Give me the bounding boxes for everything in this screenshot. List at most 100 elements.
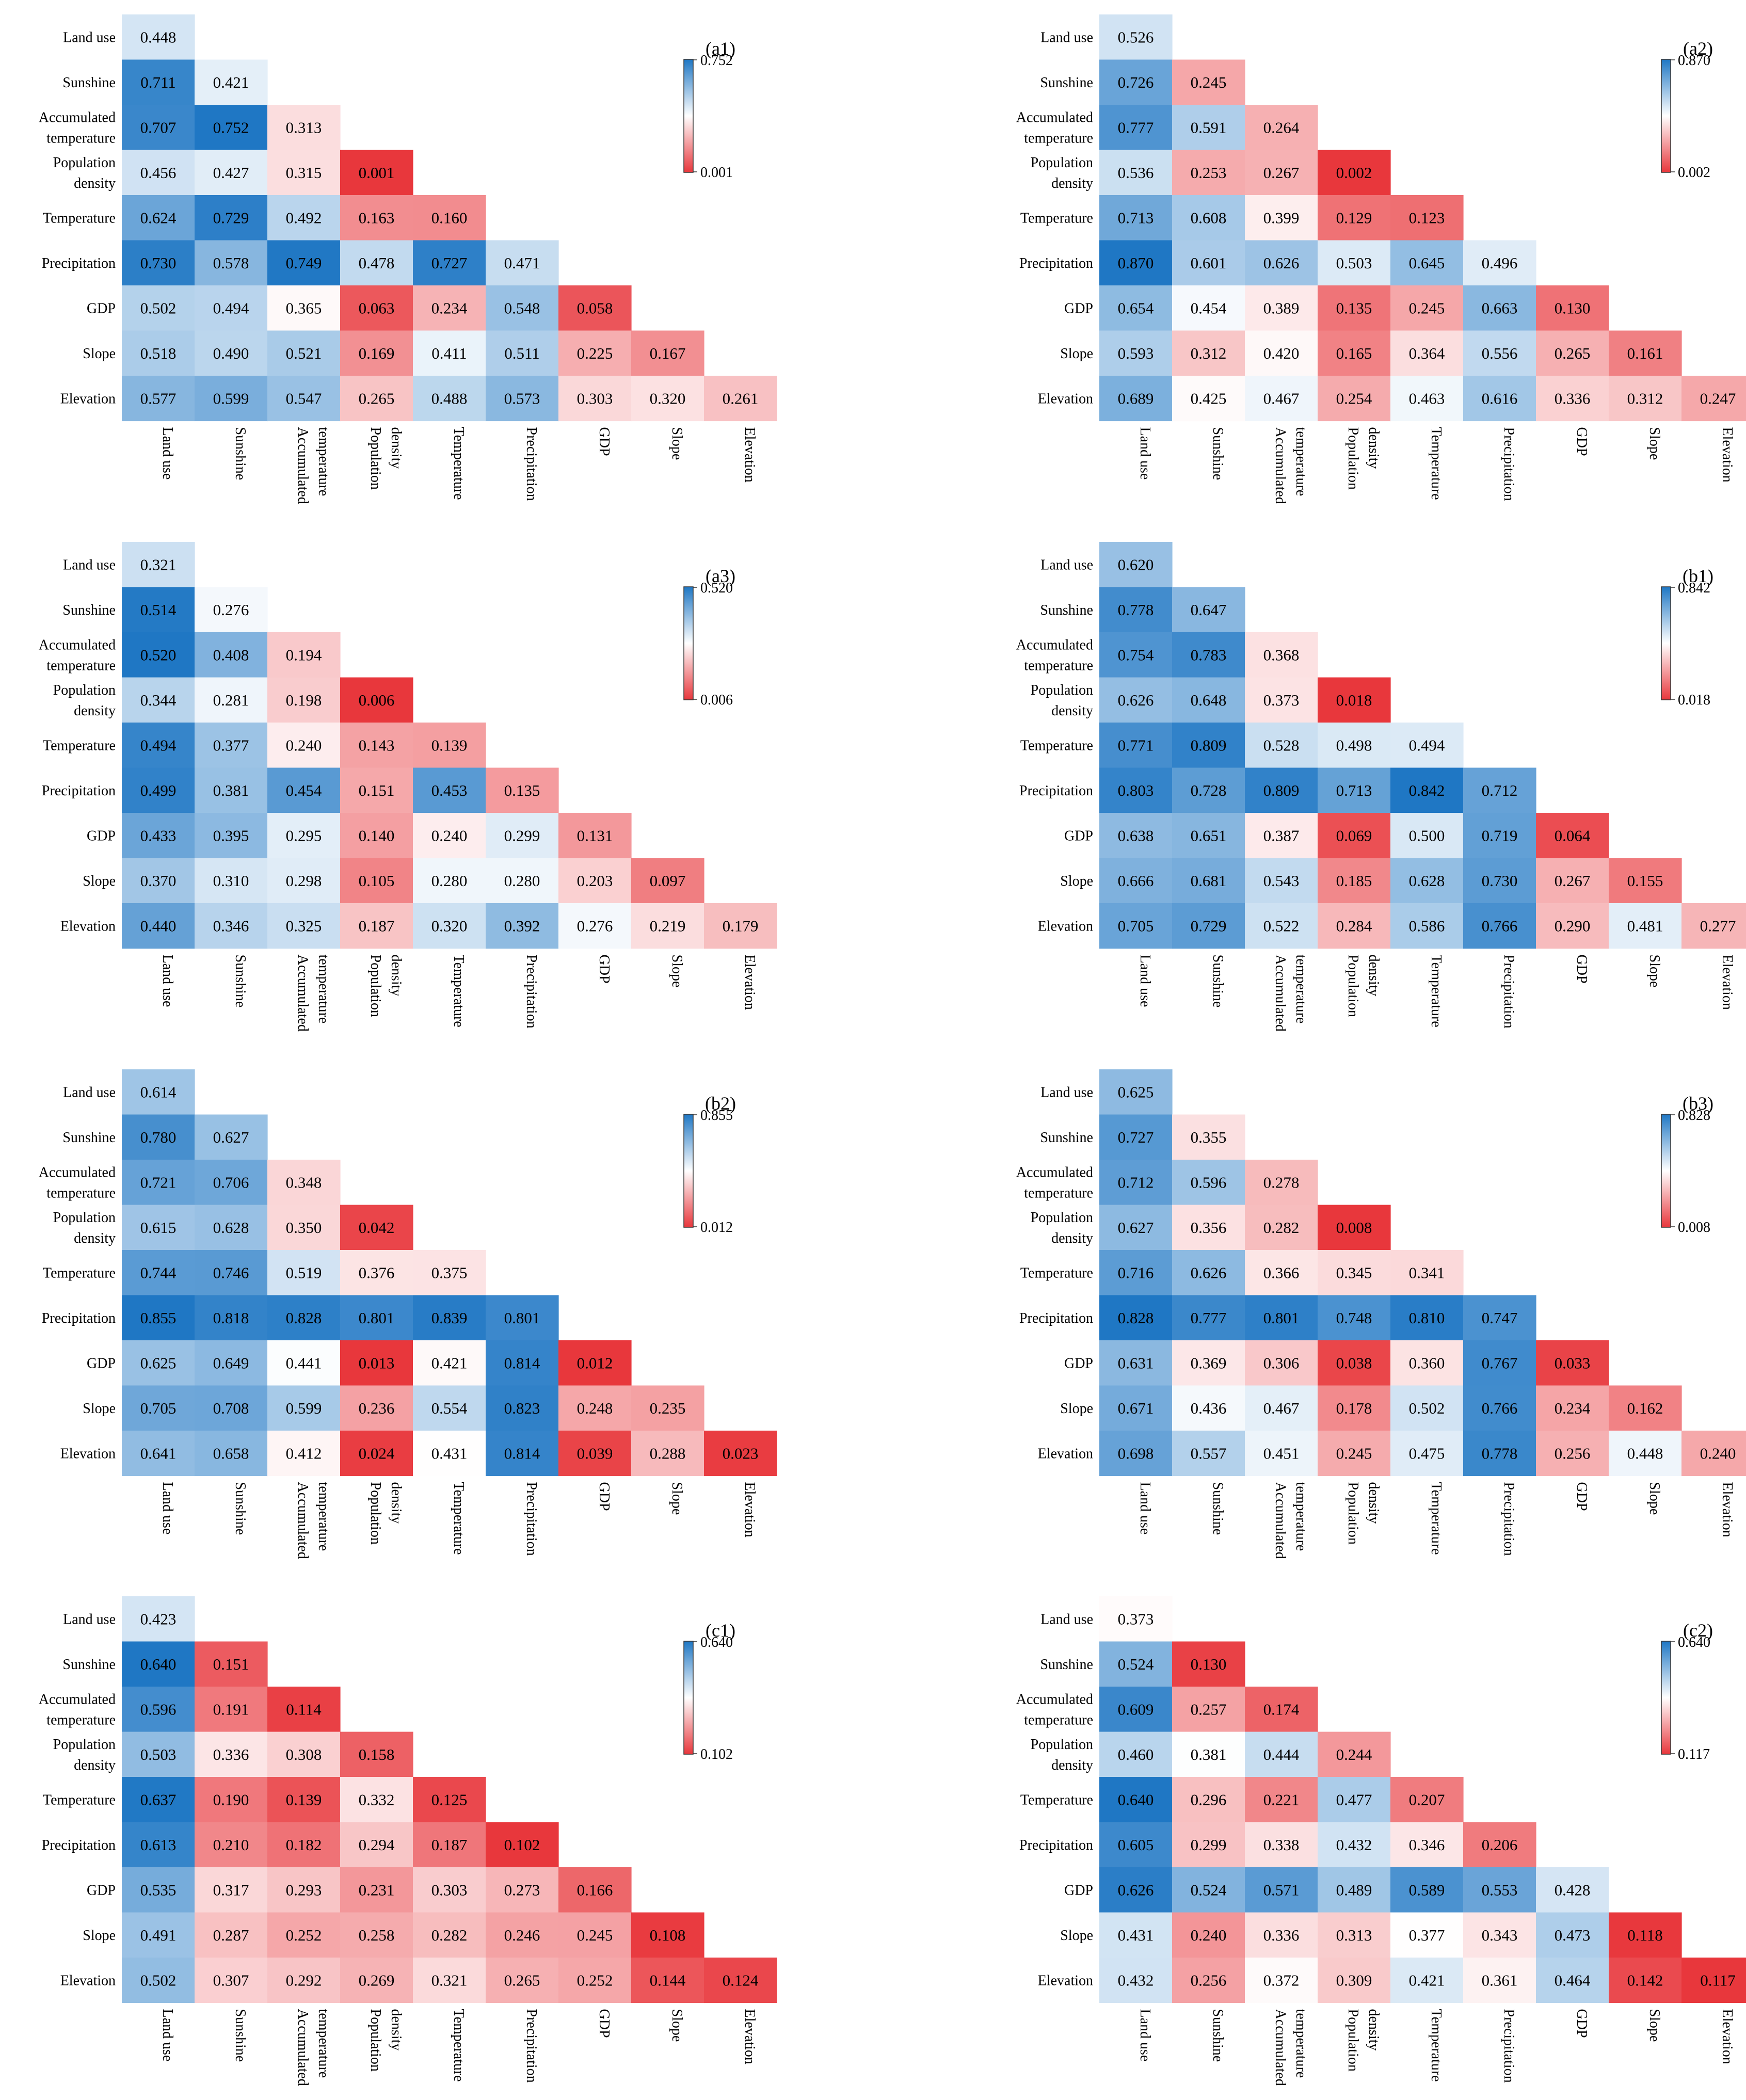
cell-value: 0.264 [1263, 118, 1300, 136]
cell-value: 0.638 [1118, 826, 1154, 844]
panel-b1: 0.620 0.778 0.647 0.754 0.783 0.368 0.626 0.648… [1016, 542, 1746, 1032]
cell-value: 0.280 [431, 872, 468, 890]
cell-value: 0.105 [359, 872, 395, 890]
heatmap-cell [340, 1385, 413, 1431]
cell-value: 0.640 [1118, 1790, 1154, 1808]
cell-value: 0.265 [504, 1971, 540, 1989]
cell-value: 0.649 [213, 1354, 249, 1372]
cell-value: 0.348 [286, 1173, 322, 1191]
cell-value: 0.780 [140, 1128, 177, 1146]
cell-value: 0.336 [1555, 389, 1591, 407]
cell-value: 0.698 [1118, 1444, 1154, 1462]
heatmap-cell [340, 285, 413, 331]
heatmap-cell [1245, 1958, 1318, 2003]
row-label: GDP [1064, 1882, 1093, 1898]
heatmap-cell [122, 1431, 195, 1477]
column-label: Population density [367, 2009, 404, 2072]
heatmap-cell [558, 1958, 632, 2003]
cell-value: 0.252 [577, 1971, 613, 1989]
cell-value: 0.355 [1191, 1128, 1227, 1146]
cell-value: 0.278 [1263, 1173, 1300, 1191]
cell-value: 0.801 [1263, 1309, 1300, 1327]
heatmap-cell [1245, 767, 1318, 813]
heatmap-cell [558, 903, 632, 949]
cell-value: 0.350 [286, 1219, 322, 1237]
cell-value: 0.814 [504, 1444, 540, 1462]
heatmap-cell [267, 1822, 341, 1868]
cell-value: 0.748 [1336, 1309, 1372, 1327]
heatmap-cell [1099, 1867, 1173, 1913]
panel-label: (a1) [706, 38, 735, 59]
heatmap-cell [1099, 858, 1173, 904]
heatmap-cell [122, 587, 195, 633]
cell-value: 0.771 [1118, 736, 1154, 754]
column-label: Land use [159, 2009, 175, 2062]
column-label: Accumulated temperature [1272, 427, 1309, 504]
cell-value: 0.346 [1409, 1836, 1445, 1854]
heatmap-cell [122, 542, 195, 588]
heatmap-cell [1245, 376, 1318, 422]
row-label: Elevation [60, 391, 116, 407]
cell-value: 0.338 [1263, 1836, 1300, 1854]
cell-value: 0.317 [213, 1881, 249, 1899]
heatmap-cell [1099, 542, 1173, 588]
heatmap-cell [413, 1250, 486, 1296]
heatmap-cell [122, 1641, 195, 1687]
row-label: Elevation [1038, 918, 1093, 934]
cell-value: 0.441 [286, 1354, 322, 1372]
column-label: GDP [1574, 2009, 1590, 2038]
column-label: Sunshine [1210, 427, 1226, 480]
row-label: Temperature [1020, 210, 1093, 226]
colorbar-max-label: 0.842 [1678, 580, 1710, 596]
heatmap-cell [1099, 587, 1173, 633]
panel-label: (b3) [1683, 1093, 1713, 1114]
cell-value: 0.427 [213, 164, 249, 182]
row-label: Land use [63, 557, 116, 573]
heatmap-cell [1099, 1822, 1173, 1868]
cell-value: 0.399 [1263, 209, 1300, 227]
row-label: Land use [1040, 557, 1093, 573]
cell-value: 0.303 [431, 1881, 468, 1899]
cell-value: 0.360 [1409, 1354, 1445, 1372]
heatmap-cell [195, 1340, 268, 1386]
heatmap-cell [267, 723, 341, 768]
row-label: Precipitation [1019, 783, 1093, 799]
heatmap-cell [486, 858, 559, 904]
colorbar-min-label: 0.012 [700, 1220, 733, 1236]
heatmap-cell [340, 677, 413, 723]
heatmap-cell [1390, 330, 1464, 376]
heatmap-cell [1609, 330, 1682, 376]
heatmap-cell [1609, 376, 1682, 422]
heatmap-cell [1172, 723, 1245, 768]
heatmap-cell [122, 1160, 195, 1206]
heatmap-cell [340, 1431, 413, 1477]
heatmap-cell [1318, 376, 1391, 422]
heatmap-cell [1245, 150, 1318, 196]
row-label: Precipitation [42, 1837, 116, 1853]
cell-value: 0.158 [359, 1745, 395, 1764]
cell-value: 0.187 [359, 917, 395, 935]
heatmap-cell [340, 1867, 413, 1913]
heatmap-cell [195, 858, 268, 904]
cell-value: 0.269 [359, 1971, 395, 1989]
cell-value: 0.448 [1627, 1444, 1663, 1462]
heatmap-cell [1609, 903, 1682, 949]
heatmap-cell [122, 767, 195, 813]
cell-value: 0.169 [359, 344, 395, 362]
cell-value: 0.144 [650, 1971, 686, 1989]
cell-value: 0.284 [1336, 917, 1372, 935]
cell-value: 0.839 [431, 1309, 468, 1327]
heatmap-cell [1536, 330, 1609, 376]
cell-value: 0.605 [1118, 1836, 1154, 1854]
cell-value: 0.240 [431, 826, 468, 844]
cell-value: 0.182 [286, 1836, 322, 1854]
heatmap-cell [1463, 285, 1536, 331]
cell-value: 0.436 [1191, 1399, 1227, 1417]
cell-value: 0.548 [504, 299, 540, 317]
cell-value: 0.828 [286, 1309, 322, 1327]
cell-value: 0.245 [1191, 73, 1227, 91]
heatmap-cell [413, 1958, 486, 2003]
heatmap-cell [413, 1431, 486, 1477]
cell-value: 0.361 [1482, 1971, 1518, 1989]
cell-value: 0.102 [504, 1836, 540, 1854]
